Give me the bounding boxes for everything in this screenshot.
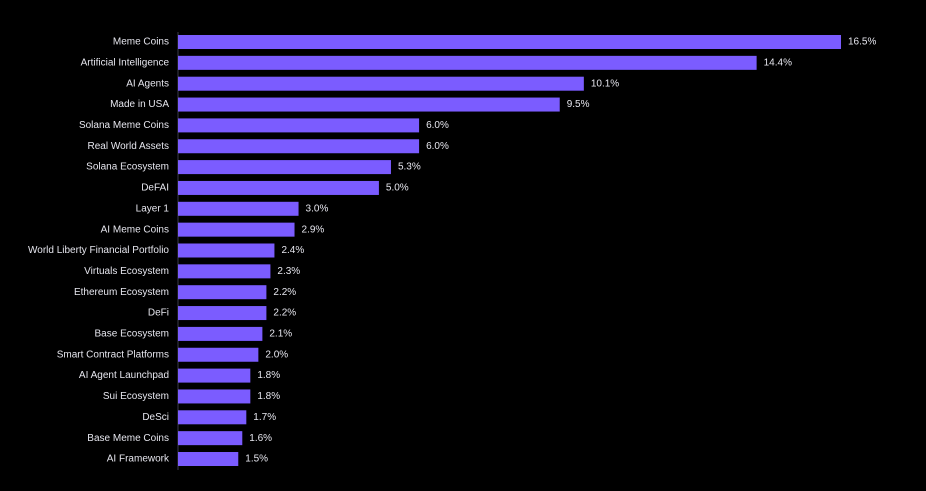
bar	[178, 326, 263, 341]
value-label: 6.0%	[426, 141, 449, 152]
value-label: 2.1%	[269, 329, 292, 340]
value-label: 14.4%	[764, 57, 792, 68]
category-label: Solana Ecosystem	[86, 162, 169, 173]
value-label: 2.2%	[273, 308, 296, 319]
category-label: Made in USA	[110, 99, 169, 110]
value-label: 2.0%	[265, 349, 288, 360]
category-label: Layer 1	[136, 203, 170, 214]
value-label: 5.3%	[398, 162, 421, 173]
value-label: 2.9%	[302, 224, 325, 235]
bar	[178, 431, 243, 446]
bar	[178, 410, 247, 425]
bar	[178, 264, 271, 279]
value-label: 2.3%	[277, 266, 300, 277]
value-label: 1.8%	[257, 391, 280, 402]
category-label: World Liberty Financial Portfolio	[28, 245, 169, 256]
category-label: AI Framework	[107, 454, 170, 465]
bar	[178, 201, 299, 216]
value-label: 9.5%	[567, 99, 590, 110]
bars-group	[178, 35, 841, 466]
category-label: DeSci	[142, 412, 169, 423]
bar	[178, 452, 239, 466]
value-label: 16.5%	[848, 37, 876, 48]
value-label: 2.2%	[273, 287, 296, 298]
category-label: Virtuals Ecosystem	[84, 266, 169, 277]
category-labels-group: Meme Coins Artificial Intelligence AI Agen…	[28, 37, 170, 465]
bar	[178, 55, 757, 70]
bar	[178, 222, 295, 237]
category-label: Artificial Intelligence	[81, 57, 170, 68]
bar	[178, 35, 841, 49]
bar	[178, 97, 560, 112]
value-label: 1.8%	[257, 370, 280, 381]
value-label: 5.0%	[386, 183, 409, 194]
category-label: AI Meme Coins	[101, 224, 169, 235]
bar	[178, 160, 391, 175]
value-label: 1.7%	[253, 412, 276, 423]
category-label: Meme Coins	[113, 37, 169, 48]
value-label: 3.0%	[306, 203, 329, 214]
bar	[178, 285, 267, 300]
bar	[178, 368, 251, 383]
bar	[178, 76, 584, 91]
category-label: Sui Ecosystem	[103, 391, 169, 402]
category-label: DeFi	[148, 308, 169, 319]
bar	[178, 118, 420, 133]
bar	[178, 347, 259, 362]
value-label: 1.6%	[249, 433, 272, 444]
bar	[178, 243, 275, 258]
value-label: 6.0%	[426, 120, 449, 131]
category-label: DeFAI	[141, 183, 169, 194]
category-label: Base Meme Coins	[87, 433, 169, 444]
category-label: Ethereum Ecosystem	[74, 287, 169, 298]
category-label: AI Agents	[126, 78, 169, 89]
value-label: 10.1%	[591, 78, 619, 89]
value-labels-group: 16.5% 14.4% 10.1%9.5% 6.0% 6.0% 5.3% 5.0% 3.0% 2…	[245, 37, 876, 465]
bar	[178, 306, 267, 321]
category-label: Real World Assets	[87, 141, 169, 152]
category-label: Solana Meme Coins	[79, 120, 169, 131]
category-label: Base Ecosystem	[95, 329, 169, 340]
value-label: 2.4%	[281, 245, 304, 256]
category-label: Smart Contract Platforms	[57, 349, 169, 360]
value-label: 1.5%	[245, 454, 268, 465]
bar	[178, 389, 251, 404]
bar	[178, 180, 379, 195]
bar	[178, 139, 420, 154]
category-label: AI Agent Launchpad	[79, 370, 169, 381]
